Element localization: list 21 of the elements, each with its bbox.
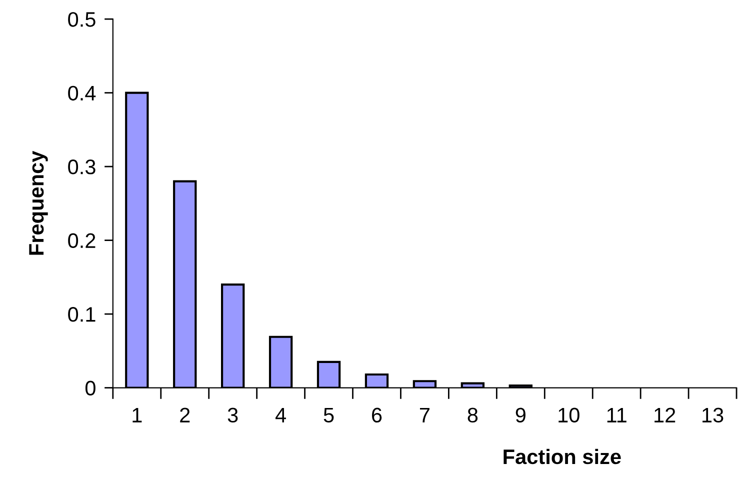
x-tick-label: 11	[607, 408, 626, 422]
x-tick-label: 3	[228, 408, 238, 423]
y-axis-title: Frequency	[29, 150, 48, 255]
x-tick-label: 6	[372, 408, 382, 423]
y-tick-label: 0.5	[68, 12, 96, 27]
x-tick-label: 1	[132, 408, 142, 422]
x-tick-label: 2	[180, 408, 190, 422]
x-tick-label: 5	[324, 408, 334, 423]
x-tick-label: 7	[420, 408, 430, 422]
x-tick-label: 8	[468, 408, 478, 423]
x-tick-label: 4	[275, 408, 286, 422]
x-tick-label: 12	[654, 408, 676, 422]
y-tick-label: 0.1	[68, 307, 96, 322]
x-tick-label: 13	[702, 408, 724, 423]
y-tick-label: 0.4	[68, 86, 96, 101]
y-tick-label: 0.2	[68, 233, 96, 248]
y-tick-label: 0.3	[68, 160, 96, 174]
y-tick-label: 0	[85, 380, 96, 396]
x-axis-title: Faction size	[504, 448, 621, 464]
x-tick-label: 9	[516, 408, 526, 423]
x-tick-label: 10	[558, 408, 580, 423]
